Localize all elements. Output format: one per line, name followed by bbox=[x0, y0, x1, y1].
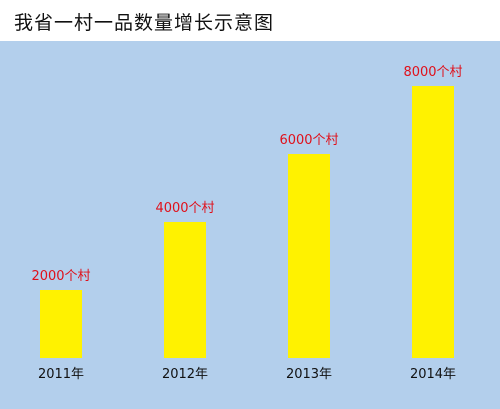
data-label: 8000个村 bbox=[403, 65, 462, 80]
data-label: 6000个村 bbox=[279, 133, 338, 148]
data-label: 4000个村 bbox=[155, 201, 214, 216]
chart-title: 我省一村一品数量增长示意图 bbox=[14, 12, 275, 34]
bar-2011年 bbox=[40, 290, 82, 358]
x-tick-label: 2014年 bbox=[410, 367, 456, 382]
data-label: 2000个村 bbox=[31, 269, 90, 284]
x-tick-label: 2011年 bbox=[38, 367, 84, 382]
bar-2014年 bbox=[412, 86, 454, 358]
x-tick-label: 2013年 bbox=[286, 367, 332, 382]
bar-2013年 bbox=[288, 154, 330, 358]
bar-2012年 bbox=[164, 222, 206, 358]
x-tick-label: 2012年 bbox=[162, 367, 208, 382]
